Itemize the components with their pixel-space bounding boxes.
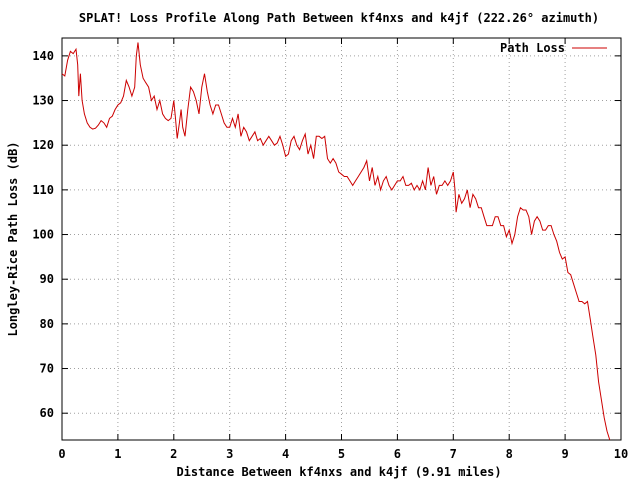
grid-lines — [62, 38, 621, 440]
y-tick-label: 120 — [32, 138, 54, 152]
x-tick-label: 0 — [58, 447, 65, 461]
y-axis-label: Longley-Rice Path Loss (dB) — [6, 141, 20, 336]
y-tick-label: 100 — [32, 228, 54, 242]
plot-frame — [61, 37, 622, 441]
x-axis-label: Distance Between kf4nxs and k4jf (9.91 m… — [176, 465, 501, 479]
x-tick-label: 6 — [394, 447, 401, 461]
y-tick-label: 80 — [40, 317, 54, 331]
series-path-loss-line — [61, 42, 611, 441]
y-tick-label: 110 — [32, 183, 54, 197]
legend: Path Loss — [500, 41, 607, 55]
y-tick-label: 130 — [32, 94, 54, 108]
y-tick-label: 90 — [40, 272, 54, 286]
x-tick-label: 2 — [170, 447, 177, 461]
y-tick-label: 140 — [32, 49, 54, 63]
series-layer — [61, 42, 611, 441]
x-tick-label: 10 — [614, 447, 628, 461]
x-tick-label: 3 — [226, 447, 233, 461]
x-tick-label: 8 — [506, 447, 513, 461]
x-tick-label: 1 — [114, 447, 121, 461]
x-tick-label: 5 — [338, 447, 345, 461]
chart-title: SPLAT! Loss Profile Along Path Between k… — [79, 11, 599, 25]
tick-labels: 0 1 2 3 4 5 6 7 8 9 10 60 70 80 90 100 110 120 130 140 — [32, 49, 628, 461]
y-tick-label: 60 — [40, 406, 54, 420]
x-tick-label: 9 — [561, 447, 568, 461]
x-tick-label: 4 — [282, 447, 289, 461]
x-tick-label: 7 — [450, 447, 457, 461]
y-tick-label: 70 — [40, 362, 54, 376]
legend-label-path-loss: Path Loss — [500, 41, 565, 55]
